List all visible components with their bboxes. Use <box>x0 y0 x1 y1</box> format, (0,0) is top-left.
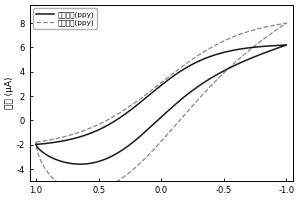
有聚吨啠(ppy) <box>34 143 38 146</box>
无聚吨啠(ppy) <box>34 141 38 143</box>
无聚吨啠(ppy) <box>83 191 86 193</box>
Line: 有聚吨啠(ppy): 有聚吨啠(ppy) <box>36 45 286 164</box>
无聚吨啠(ppy) <box>34 141 38 143</box>
无聚吨啠(ppy) <box>163 79 167 81</box>
Legend: 有聚吨啠(ppy), 无聚吨啠(ppy): 有聚吨啠(ppy), 无聚吨啠(ppy) <box>33 8 98 29</box>
有聚吨啠(ppy) <box>239 61 243 64</box>
Y-axis label: 电流 (μA): 电流 (μA) <box>5 77 14 109</box>
有聚吨啠(ppy) <box>200 83 204 85</box>
无聚吨啠(ppy) <box>200 94 204 97</box>
无聚吨啠(ppy) <box>123 109 127 111</box>
有聚吨啠(ppy) <box>123 113 127 116</box>
无聚吨啠(ppy) <box>157 142 161 145</box>
有聚吨啠(ppy) <box>79 163 82 165</box>
Line: 无聚吨啠(ppy): 无聚吨啠(ppy) <box>36 23 286 192</box>
有聚吨啠(ppy) <box>34 143 38 146</box>
有聚吨啠(ppy) <box>261 45 265 48</box>
有聚吨啠(ppy) <box>285 44 288 46</box>
有聚吨啠(ppy) <box>157 118 161 120</box>
无聚吨啠(ppy) <box>285 22 288 24</box>
无聚吨啠(ppy) <box>261 26 265 29</box>
有聚吨啠(ppy) <box>163 81 167 84</box>
无聚吨啠(ppy) <box>239 56 243 58</box>
